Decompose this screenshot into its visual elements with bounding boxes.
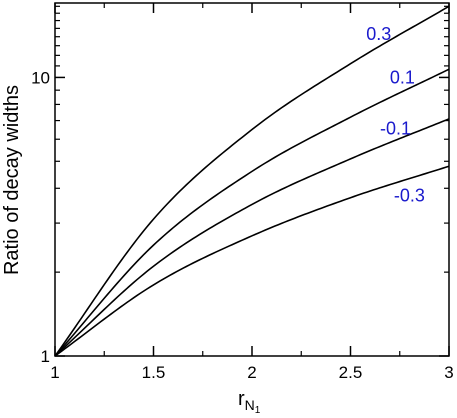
x-axis-title: rN1 <box>238 388 261 416</box>
x-axis-title-subscript: N <box>245 397 255 413</box>
series-label: 0.1 <box>390 68 415 88</box>
series-line <box>54 5 450 357</box>
series-label: -0.1 <box>380 118 411 138</box>
plot-frame <box>54 2 450 357</box>
x-axis-title-subsubscript: 1 <box>255 405 261 416</box>
series-label: 0.3 <box>366 24 391 44</box>
y-axis-title: Ratio of decay widths <box>1 85 23 275</box>
y-axis-ticks: 1 10 <box>31 5 449 366</box>
series-line <box>54 118 450 357</box>
series-line <box>54 68 450 357</box>
series-line <box>54 165 450 357</box>
x-tick-label: 2.5 <box>339 363 363 382</box>
x-axis-ticks: 1 1.5 2 2.5 3 <box>50 3 454 382</box>
x-axis-title-main: r <box>238 388 245 410</box>
series-lines <box>54 5 450 357</box>
x-tick-label: 1.5 <box>142 363 166 382</box>
series-labels: 0.3 0.1 -0.1 -0.3 <box>366 24 425 205</box>
y-tick-label: 10 <box>31 68 50 87</box>
y-tick-label: 1 <box>41 347 50 366</box>
x-tick-label: 3 <box>444 363 453 382</box>
series-label: -0.3 <box>394 185 425 205</box>
x-tick-label: 2 <box>247 363 256 382</box>
x-tick-label: 1 <box>50 363 59 382</box>
